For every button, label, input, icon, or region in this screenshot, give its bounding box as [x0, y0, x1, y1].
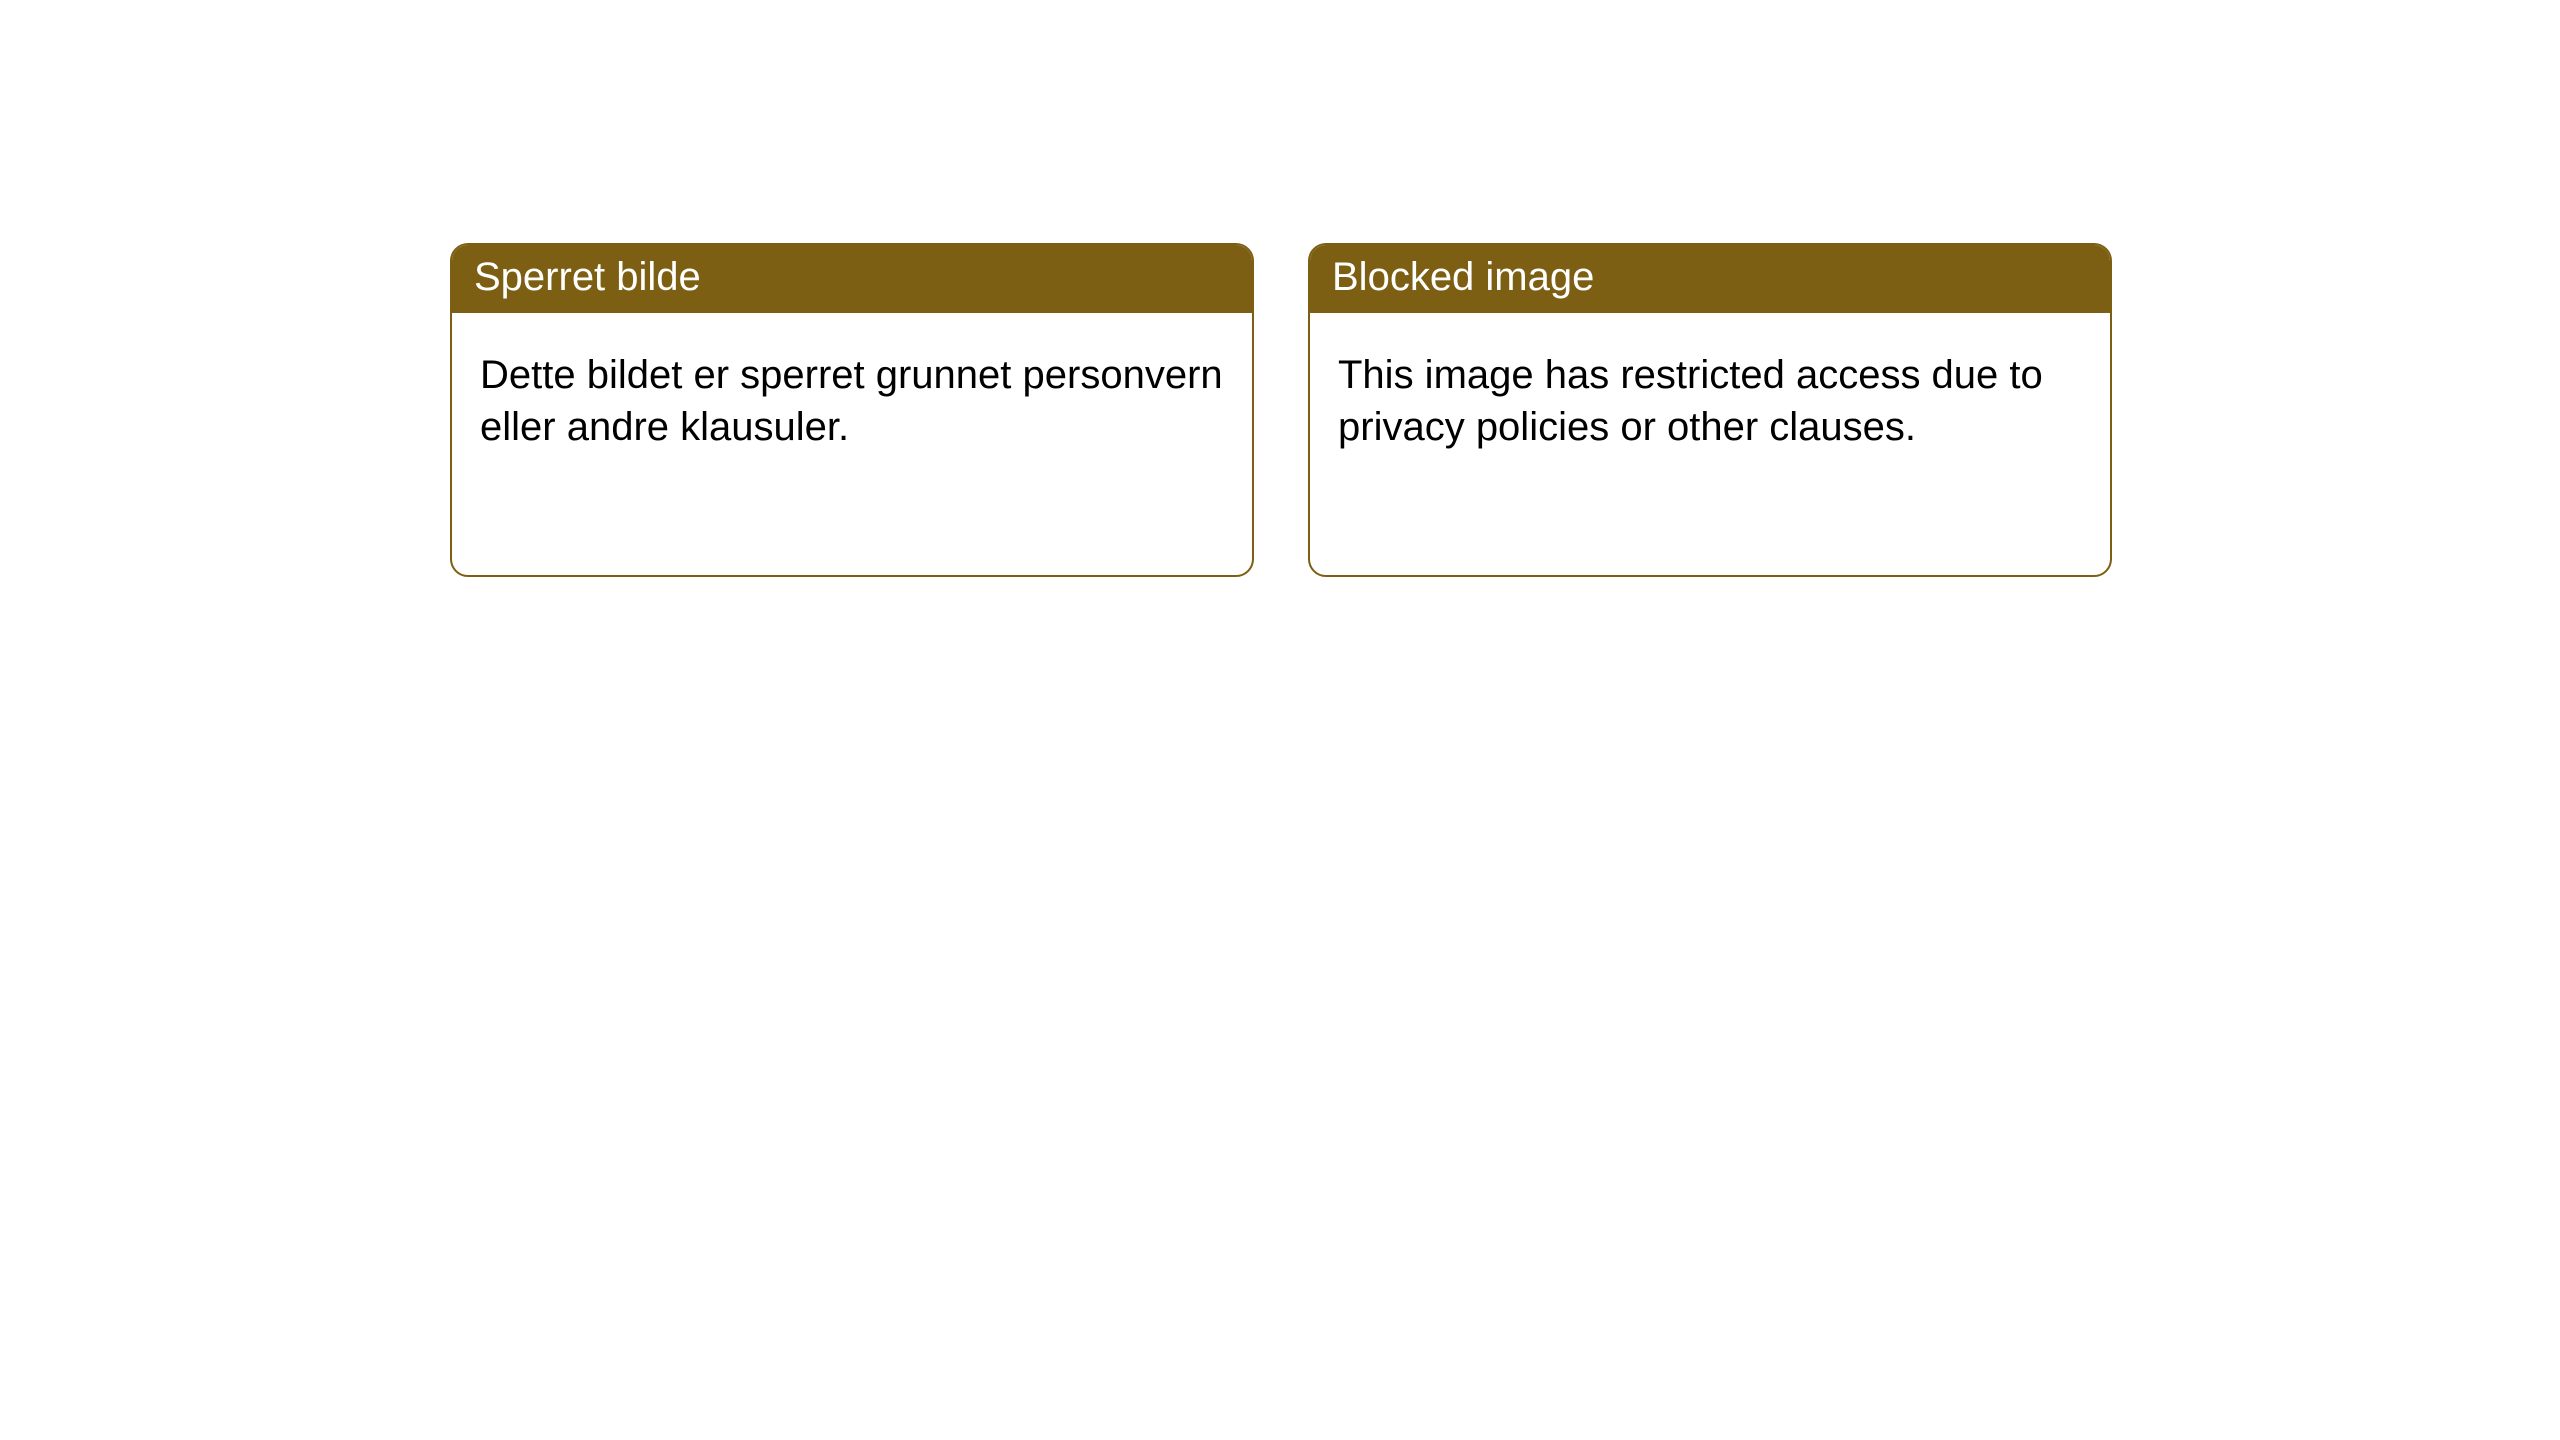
notice-header-norwegian: Sperret bilde: [452, 245, 1252, 313]
notice-body-norwegian: Dette bildet er sperret grunnet personve…: [452, 313, 1252, 489]
notice-card-english: Blocked image This image has restricted …: [1308, 243, 2112, 577]
notice-header-english: Blocked image: [1310, 245, 2110, 313]
notice-card-norwegian: Sperret bilde Dette bildet er sperret gr…: [450, 243, 1254, 577]
notice-body-english: This image has restricted access due to …: [1310, 313, 2110, 489]
notice-container: Sperret bilde Dette bildet er sperret gr…: [0, 0, 2560, 577]
